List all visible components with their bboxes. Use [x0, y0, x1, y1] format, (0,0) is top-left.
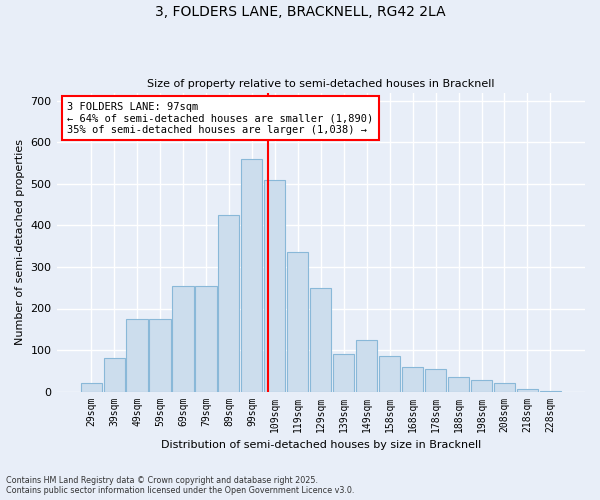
X-axis label: Distribution of semi-detached houses by size in Bracknell: Distribution of semi-detached houses by … — [161, 440, 481, 450]
Bar — [172, 286, 194, 392]
Bar — [218, 215, 239, 392]
Bar — [264, 180, 286, 392]
Title: Size of property relative to semi-detached houses in Bracknell: Size of property relative to semi-detach… — [147, 79, 494, 89]
Bar — [127, 319, 148, 392]
Bar — [333, 354, 354, 392]
Bar — [402, 366, 423, 392]
Bar — [287, 252, 308, 392]
Bar — [356, 340, 377, 392]
Text: 3, FOLDERS LANE, BRACKNELL, RG42 2LA: 3, FOLDERS LANE, BRACKNELL, RG42 2LA — [155, 5, 445, 19]
Bar — [149, 319, 170, 392]
Bar — [241, 159, 262, 392]
Text: Contains HM Land Registry data © Crown copyright and database right 2025.
Contai: Contains HM Land Registry data © Crown c… — [6, 476, 355, 495]
Bar — [196, 286, 217, 392]
Text: 3 FOLDERS LANE: 97sqm
← 64% of semi-detached houses are smaller (1,890)
35% of s: 3 FOLDERS LANE: 97sqm ← 64% of semi-deta… — [67, 102, 373, 134]
Y-axis label: Number of semi-detached properties: Number of semi-detached properties — [15, 139, 25, 345]
Bar — [448, 377, 469, 392]
Bar — [517, 390, 538, 392]
Bar — [471, 380, 492, 392]
Bar — [494, 383, 515, 392]
Bar — [540, 390, 561, 392]
Bar — [425, 368, 446, 392]
Bar — [104, 358, 125, 392]
Bar — [310, 288, 331, 392]
Bar — [379, 356, 400, 392]
Bar — [80, 383, 101, 392]
